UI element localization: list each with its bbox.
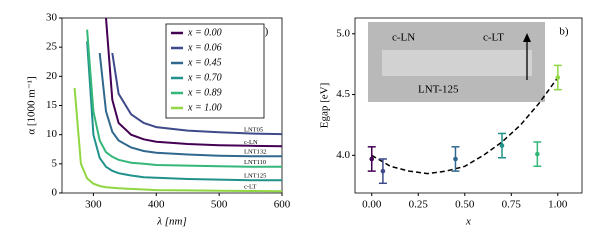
legend-label: x = 0.45 (187, 57, 222, 68)
data-point (499, 143, 505, 148)
x-tick-label: 0.75 (502, 199, 522, 211)
data-point (453, 156, 458, 162)
curve (98, 52, 282, 158)
x-tick-label: 400 (148, 199, 165, 211)
legend-box (165, 23, 265, 119)
curve-label: c-LT (244, 184, 256, 191)
curve-label: LNT05 (244, 127, 263, 134)
curve (105, 18, 282, 148)
y-tick-label: 5.0 (336, 27, 350, 39)
curve-label: c-LN (244, 139, 258, 146)
legend-label: x = 1.00 (187, 102, 222, 113)
y-tick-label: 30 (46, 12, 58, 24)
curve (86, 41, 282, 182)
legend-label: x = 0.70 (187, 72, 222, 83)
inset-label: LNT-125 (418, 84, 459, 96)
legend-label: x = 0.00 (187, 27, 222, 38)
x-tick-label: 0.50 (455, 199, 475, 211)
curve (73, 87, 282, 193)
data-point (369, 156, 375, 162)
y-tick-label: 5 (52, 157, 58, 169)
curve (86, 29, 282, 168)
x-tick-label: 300 (85, 199, 102, 211)
x-tick-label: 1.00 (548, 199, 568, 211)
data-point (555, 75, 561, 80)
curve (111, 52, 282, 136)
x-axis-label: λ [nm] (156, 216, 187, 228)
inset-arrow-head (523, 33, 531, 42)
inset-label: c-LN (392, 32, 415, 44)
x-tick-label: 0.25 (409, 199, 429, 211)
y-tick-label: 4.0 (336, 149, 350, 161)
y-tick-label: 25 (46, 41, 58, 53)
plot-frame (354, 17, 583, 194)
inset-sample (382, 50, 532, 76)
curve-label: LNT110 (244, 159, 266, 166)
x-tick-label: 500 (211, 199, 228, 211)
x-axis-label: x (465, 216, 471, 228)
inset-label: c-LT (483, 32, 504, 44)
data-point (535, 151, 540, 157)
fit-curve (371, 77, 559, 175)
legend-label: x = 0.06 (187, 42, 222, 53)
y-tick-label: 0 (52, 187, 58, 199)
panel-label: b) (559, 26, 569, 38)
curve-label: LNT132 (244, 149, 266, 156)
x-tick-label: 600 (274, 199, 291, 211)
y-tick-label: 15 (46, 99, 58, 111)
curve-label: LNT125 (244, 173, 266, 180)
y-tick-label: 4.5 (336, 88, 350, 100)
y-axis-label: Egap [eV] (319, 83, 331, 129)
x-tick-label: 0.00 (362, 199, 382, 211)
y-tick-label: 10 (46, 128, 58, 140)
legend-label: x = 0.89 (187, 87, 222, 98)
y-tick-label: 20 (46, 70, 58, 82)
data-point (380, 168, 386, 174)
y-axis-label: α [1000 m⁻¹] (26, 76, 38, 134)
